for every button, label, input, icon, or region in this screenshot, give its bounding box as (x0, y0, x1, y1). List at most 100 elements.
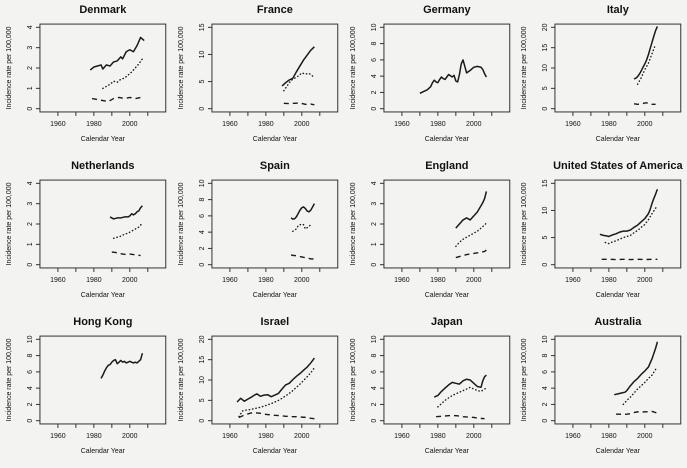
y-tick-label: 15 (542, 179, 549, 187)
x-tick-label: 1980 (601, 121, 617, 128)
x-tick-label: 2000 (637, 121, 653, 128)
data-line-solid (236, 357, 315, 403)
y-axis-label: Incidence rate per 100,000 (349, 182, 356, 265)
y-axis-label: Incidence rate per 100,000 (178, 182, 185, 265)
data-line-solid (614, 341, 659, 396)
panel-svg: Israel 1960 1980 2000 0 5 10 15 20 Calendar Year I… (178, 316, 339, 455)
y-tick-label: 0 (370, 107, 377, 111)
chart-panel-united-states-of-america: United States of America 1960 1980 2000 0 5 10… (515, 156, 687, 312)
y-tick-label: 2 (27, 222, 34, 226)
data-line-solid (633, 26, 659, 80)
x-tick-label: 2000 (294, 277, 310, 284)
y-tick-label: 6 (542, 370, 549, 374)
y-tick-label: 5 (199, 398, 206, 402)
y-tick-label: 1 (27, 86, 34, 90)
plot-box (382, 179, 510, 269)
x-tick-label: 1980 (601, 277, 617, 284)
chart-panel-hong-kong: Hong Kong 1960 1980 2000 0 2 4 6 8 10 Calendar Yea… (0, 312, 172, 468)
y-tick-label: 0 (542, 107, 549, 111)
panel-title: England (425, 160, 468, 172)
panel-svg: United States of America 1960 1980 2000 0 5 10… (521, 160, 683, 299)
x-tick-label: 2000 (294, 121, 310, 128)
x-tick-label: 1960 (222, 277, 238, 284)
plot-box (39, 335, 167, 425)
panel-title: Israel (260, 316, 289, 328)
x-tick-label: 2000 (294, 433, 310, 440)
x-tick-label: 1980 (86, 121, 102, 128)
chart-panel-japan: Japan 1960 1980 2000 0 2 4 6 8 10 Calendar Year Inc… (344, 312, 516, 468)
data-line-dashed (616, 410, 658, 416)
y-axis-label: Incidence rate per 100,000 (349, 338, 356, 421)
y-tick-label: 4 (542, 386, 549, 390)
plot-box (554, 179, 682, 269)
y-tick-label: 0 (542, 263, 549, 267)
plot-box (211, 179, 339, 269)
chart-panel-england: England 1960 1980 2000 0 1 2 3 4 Calendar Year Inc… (344, 156, 516, 312)
plot-box (554, 335, 682, 425)
panel-svg: Japan 1960 1980 2000 0 2 4 6 8 10 Calendar Year Inc… (349, 316, 510, 455)
data-line-dashed (634, 102, 656, 105)
data-line-dotted (637, 43, 657, 85)
plot-box (211, 23, 339, 113)
data-line-dotted (237, 367, 315, 418)
panel-svg: Denmark 1960 1980 2000 0 1 2 3 4 Calendar Year Inc… (6, 4, 167, 143)
panel-title: Spain (260, 160, 290, 172)
chart-panel-germany: Germany 1960 1980 2000 0 2 4 6 8 10 Calendar Year I… (344, 0, 516, 156)
y-tick-label: 4 (27, 181, 34, 185)
chart-panel-denmark: Denmark 1960 1980 2000 0 1 2 3 4 Calendar Year Inc… (0, 0, 172, 156)
x-tick-label: 1960 (50, 277, 66, 284)
y-tick-label: 4 (27, 386, 34, 390)
panel-title: Hong Kong (73, 316, 132, 328)
data-line-dotted (102, 58, 144, 90)
data-line-solid (89, 36, 145, 71)
y-tick-label: 4 (370, 386, 377, 390)
y-axis-label: Incidence rate per 100,000 (521, 338, 528, 421)
y-tick-label: 3 (27, 46, 34, 50)
x-tick-label: 1980 (601, 433, 617, 440)
data-line-dashed (435, 414, 485, 420)
x-tick-label: 1960 (50, 433, 66, 440)
x-tick-label: 1960 (222, 121, 238, 128)
data-line-solid (100, 352, 144, 379)
y-tick-label: 10 (542, 335, 549, 343)
chart-panel-netherlands: Netherlands 1960 1980 2000 0 1 2 3 4 Calendar Yea… (0, 156, 172, 312)
plot-box (382, 335, 510, 425)
data-line-dashed (290, 254, 315, 260)
panel-title: United States of America (553, 160, 683, 172)
x-tick-label: 1960 (50, 121, 66, 128)
plot-box (554, 23, 682, 113)
y-tick-label: 4 (27, 25, 34, 29)
y-tick-label: 10 (27, 335, 34, 343)
x-tick-label: 1980 (258, 433, 274, 440)
y-tick-label: 0 (199, 107, 206, 111)
x-tick-label: 2000 (466, 433, 482, 440)
y-tick-label: 1 (370, 242, 377, 246)
panel-svg: France 1960 1980 2000 0 5 10 15 Calendar Year Inc… (178, 4, 339, 143)
panel-svg: Italy 1960 1980 2000 0 5 10 15 20 Calendar Year In… (521, 4, 682, 143)
y-tick-label: 0 (370, 419, 377, 423)
y-tick-label: 8 (542, 354, 549, 358)
y-tick-label: 0 (199, 419, 206, 423)
y-tick-label: 4 (370, 74, 377, 78)
y-axis-label: Incidence rate per 100,000 (349, 26, 356, 109)
y-tick-label: 5 (199, 80, 206, 84)
y-tick-label: 4 (370, 181, 377, 185)
y-tick-label: 6 (370, 370, 377, 374)
y-tick-label: 0 (370, 263, 377, 267)
x-axis-label: Calendar Year (253, 136, 298, 143)
y-tick-label: 3 (370, 202, 377, 206)
data-line-solid (281, 46, 315, 87)
x-tick-label: 1980 (258, 121, 274, 128)
chart-panel-france: France 1960 1980 2000 0 5 10 15 Calendar Year Inc… (172, 0, 344, 156)
data-line-dotted (436, 386, 487, 408)
panel-svg: Germany 1960 1980 2000 0 2 4 6 8 10 Calendar Year I… (349, 4, 510, 143)
y-axis-label: Incidence rate per 100,000 (521, 182, 528, 265)
x-tick-label: 2000 (466, 121, 482, 128)
chart-panel-spain: Spain 1960 1980 2000 0 2 4 6 8 10 Calendar Year Inc… (172, 156, 344, 312)
x-tick-label: 1960 (565, 277, 581, 284)
x-tick-label: 1960 (222, 433, 238, 440)
y-tick-label: 10 (370, 23, 377, 31)
data-line-dotted (291, 223, 314, 233)
panel-svg: Spain 1960 1980 2000 0 2 4 6 8 10 Calendar Year Inc… (178, 160, 339, 299)
y-tick-label: 0 (27, 263, 34, 267)
